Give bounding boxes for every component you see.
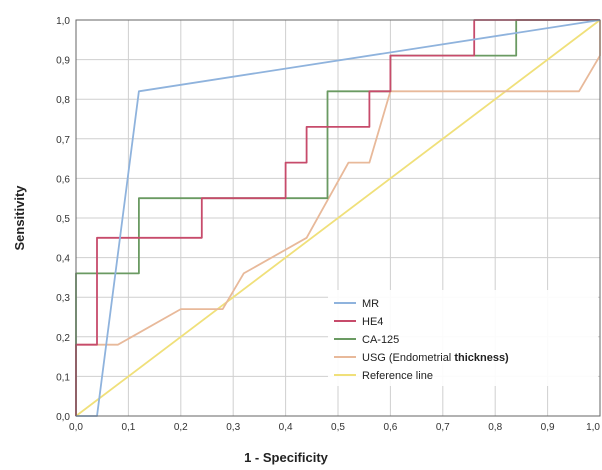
x-axis-title: 1 - Specificity xyxy=(244,450,329,465)
y-tick-label: 0,4 xyxy=(56,254,70,265)
x-tick-label: 0,5 xyxy=(331,422,345,433)
x-tick-label: 0,9 xyxy=(541,422,555,433)
y-tick-label: 0,9 xyxy=(56,56,70,67)
legend-label-he4: HE4 xyxy=(362,316,383,328)
y-tick-label: 0,5 xyxy=(56,214,70,225)
x-tick-label: 1,0 xyxy=(586,422,600,433)
y-axis-title: Sensitivity xyxy=(12,185,27,251)
series-line-ca-125 xyxy=(75,19,600,416)
legend-label-usg-part1: USG (Endometrial xyxy=(362,352,454,364)
y-tick-label: 0,6 xyxy=(56,174,70,185)
legend-label-usg-part2: thickness) xyxy=(454,352,509,364)
y-tick-label: 0,2 xyxy=(56,333,70,344)
series-line-he4 xyxy=(75,19,600,416)
x-tick-label: 0,6 xyxy=(383,422,397,433)
x-tick-label: 0,8 xyxy=(488,422,502,433)
legend: MR HE4 CA-125 USG (Endometrial thickness… xyxy=(328,290,598,386)
y-tick-label: 0,3 xyxy=(56,293,70,304)
x-tick-label: 0,1 xyxy=(121,422,135,433)
legend-label-mr: MR xyxy=(362,298,379,310)
series-line-usg-endometrial-thickness xyxy=(75,20,601,416)
y-tick-label: 1,0 xyxy=(56,16,70,27)
x-tick-label: 0,7 xyxy=(436,422,450,433)
series-line-reference-line xyxy=(75,19,601,417)
x-tick-label: 0,0 xyxy=(69,422,83,433)
legend-box xyxy=(328,290,598,386)
y-tick-label: 0,8 xyxy=(56,95,70,106)
plot-frame xyxy=(75,19,601,417)
legend-label-reference: Reference line xyxy=(362,370,433,382)
y-tick-label: 0,7 xyxy=(56,135,70,146)
y-tick-label: 0,1 xyxy=(56,372,70,383)
x-tick-label: 0,4 xyxy=(279,422,293,433)
x-tick-label: 0,3 xyxy=(226,422,240,433)
legend-label-ca125: CA-125 xyxy=(362,334,399,346)
tick-labels: 0,00,0 0,1 0,1 0,2 0,2 0,3 0,3 0,4 0,4 0,5 0,5 0,6 0… xyxy=(56,16,600,433)
legend-label-usg: USG (Endometrial thickness) xyxy=(362,352,509,364)
x-tick-label: 0,2 xyxy=(174,422,188,433)
y-tick-label: 0,0 xyxy=(56,412,70,423)
